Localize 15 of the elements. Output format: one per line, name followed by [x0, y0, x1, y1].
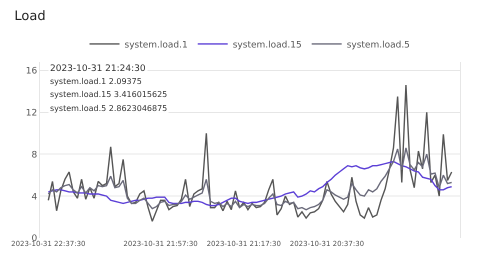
line-series	[48, 84, 452, 222]
annotation: system.load.15 3.416015625	[50, 90, 168, 99]
legend-label: system.load.15	[232, 40, 302, 50]
annotation: system.load.5 2.8623046875	[50, 104, 168, 113]
annotation: 2023-10-31 21:24:30	[50, 64, 146, 74]
line-series	[48, 147, 452, 210]
chart-title: Load	[14, 8, 46, 24]
annotation: system.load.1 2.09375	[50, 77, 142, 86]
y-tick-label: 4	[31, 192, 38, 202]
y-tick-label: 8	[31, 150, 38, 160]
line-series	[48, 160, 452, 206]
legend-label: system.load.5	[346, 40, 410, 50]
y-tick-label: 12	[26, 108, 38, 118]
legend-label: system.load.1	[124, 40, 188, 50]
y-tick-label: 16	[26, 66, 38, 77]
